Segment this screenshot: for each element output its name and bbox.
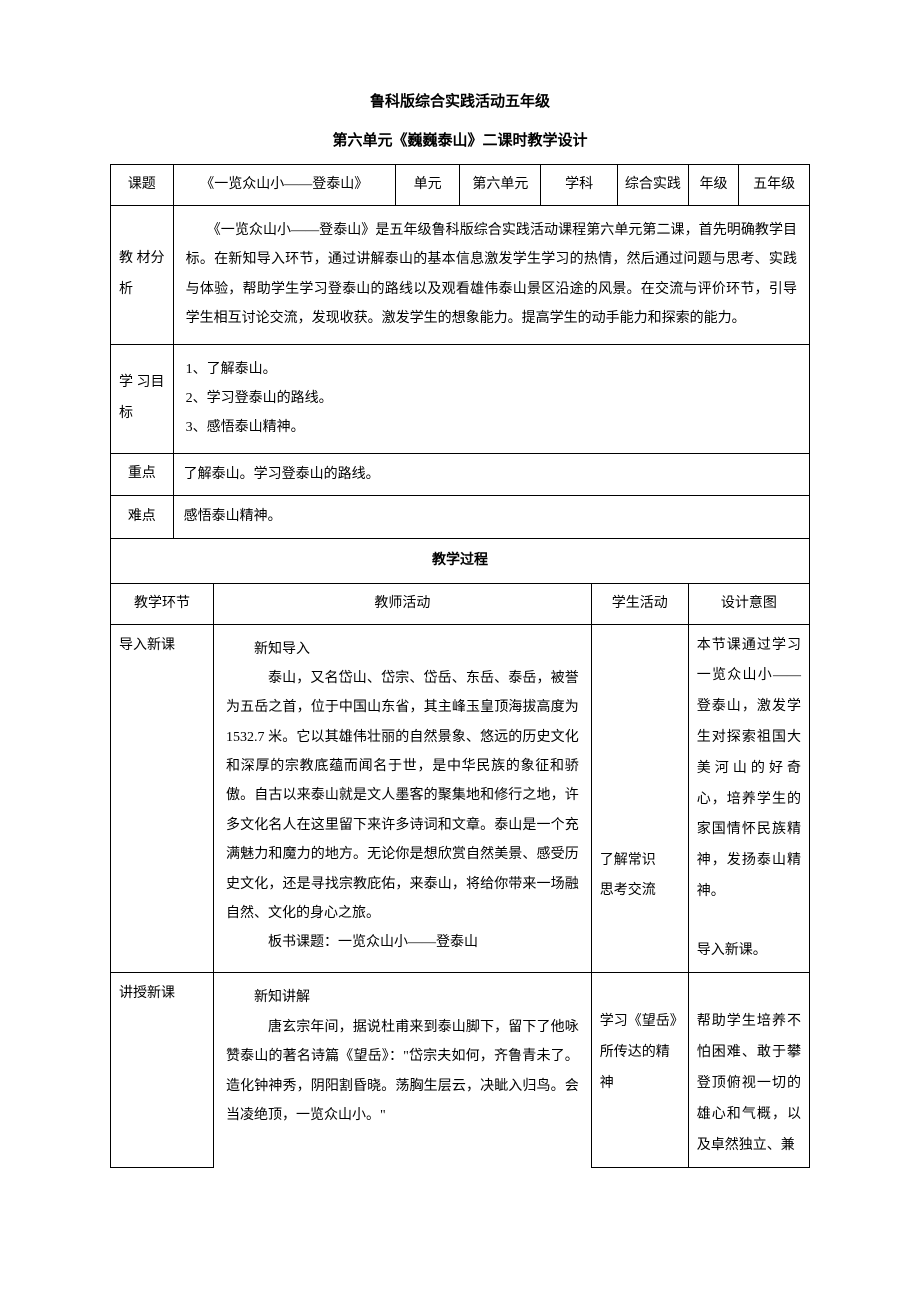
unit-label: 单元	[395, 165, 460, 206]
header-row: 课题 《一览众山小——登泰山》 单元 第六单元 学科 综合实践 年级 五年级	[111, 165, 810, 206]
analysis-content: 《一览众山小——登泰山》是五年级鲁科版综合实践活动课程第六单元第二课，首先明确教…	[173, 206, 809, 345]
teach-heading: 新知讲解	[226, 983, 579, 1012]
key-row: 重点 了解泰山。学习登泰山的路线。	[111, 453, 810, 495]
analysis-row: 教 材分 析 《一览众山小——登泰山》是五年级鲁科版综合实践活动课程第六单元第二…	[111, 206, 810, 345]
intro-p2: 板书课题：一览众山小——登泰山	[226, 928, 579, 957]
objectives-row: 学 习目 标 1、了解泰山。 2、学习登泰山的路线。 3、感悟泰山精神。	[111, 344, 810, 453]
obj-2: 2、学习登泰山的路线。	[186, 384, 797, 413]
intro-p1: 泰山，又名岱山、岱宗、岱岳、东岳、泰岳，被誉为五岳之首，位于中国山东省，其主峰玉…	[226, 664, 579, 929]
col-intent: 设计意图	[688, 583, 809, 624]
main-title: 鲁科版综合实践活动五年级	[110, 90, 810, 111]
difficulty-content: 感悟泰山精神。	[173, 496, 809, 538]
teach-student-l1: 学习《望岳》	[600, 1007, 680, 1038]
intro-student-l2: 思考交流	[600, 876, 680, 907]
objectives-content: 1、了解泰山。 2、学习登泰山的路线。 3、感悟泰山精神。	[173, 344, 809, 453]
key-content: 了解泰山。学习登泰山的路线。	[173, 453, 809, 495]
teach-teacher: 新知讲解 唐玄宗年间，据说杜甫来到泰山脚下，留下了他咏赞泰山的著名诗篇《望岳》：…	[214, 973, 592, 1168]
obj-1: 1、了解泰山。	[186, 355, 797, 384]
subject-label: 学科	[541, 165, 618, 206]
process-title: 教学过程	[111, 538, 810, 583]
intro-row: 导入新课 新知导入 泰山，又名岱山、岱宗、岱岳、东岳、泰岳，被誉为五岳之首，位于…	[111, 624, 810, 973]
intro-student: 了解常识 思考交流	[591, 624, 688, 973]
intro-student-l1: 了解常识	[600, 846, 680, 877]
intro-stage: 导入新课	[111, 624, 214, 973]
intro-heading: 新知导入	[226, 635, 579, 664]
intro-intent-p1: 本节课通过学习一览众山小——登泰山，激发学生对探索祖国大美河山的好奇心，培养学生…	[697, 631, 801, 908]
teach-stage: 讲授新课	[111, 973, 214, 1168]
teach-row: 讲授新课 新知讲解 唐玄宗年间，据说杜甫来到泰山脚下，留下了他咏赞泰山的著名诗篇…	[111, 973, 810, 1168]
intro-teacher: 新知导入 泰山，又名岱山、岱宗、岱岳、东岳、泰岳，被誉为五岳之首，位于中国山东省…	[214, 624, 592, 973]
subject-value: 综合实践	[618, 165, 689, 206]
analysis-label: 教 材分 析	[111, 206, 174, 345]
grade-label: 年级	[688, 165, 739, 206]
topic-label: 课题	[111, 165, 174, 206]
obj-3: 3、感悟泰山精神。	[186, 413, 797, 442]
intro-intent-p2: 导入新课。	[697, 936, 801, 967]
lesson-plan-table: 课题 《一览众山小——登泰山》 单元 第六单元 学科 综合实践 年级 五年级 教…	[110, 164, 810, 1168]
teach-student: 学习《望岳》 所传达的精神	[591, 973, 688, 1168]
process-header-row: 教学环节 教师活动 学生活动 设计意图	[111, 583, 810, 624]
sub-title: 第六单元《巍巍泰山》二课时教学设计	[110, 129, 810, 150]
teach-student-l2: 所传达的精神	[600, 1038, 680, 1100]
objectives-label: 学 习目 标	[111, 344, 174, 453]
key-label: 重点	[111, 453, 174, 495]
col-stage: 教学环节	[111, 583, 214, 624]
teach-intent: 帮助学生培养不怕困难、敢于攀登顶俯视一切的雄心和气概，以及卓然独立、兼	[688, 973, 809, 1168]
unit-value: 第六单元	[460, 165, 541, 206]
process-title-row: 教学过程	[111, 538, 810, 583]
intro-intent: 本节课通过学习一览众山小——登泰山，激发学生对探索祖国大美河山的好奇心，培养学生…	[688, 624, 809, 973]
topic-value: 《一览众山小——登泰山》	[173, 165, 395, 206]
teach-p1: 唐玄宗年间，据说杜甫来到泰山脚下，留下了他咏赞泰山的著名诗篇《望岳》："岱宗夫如…	[226, 1013, 579, 1131]
difficulty-label: 难点	[111, 496, 174, 538]
grade-value: 五年级	[739, 165, 810, 206]
difficulty-row: 难点 感悟泰山精神。	[111, 496, 810, 538]
col-student: 学生活动	[591, 583, 688, 624]
teach-intent-p1: 帮助学生培养不怕困难、敢于攀登顶俯视一切的雄心和气概，以及卓然独立、兼	[697, 1007, 801, 1161]
col-teacher: 教师活动	[214, 583, 592, 624]
